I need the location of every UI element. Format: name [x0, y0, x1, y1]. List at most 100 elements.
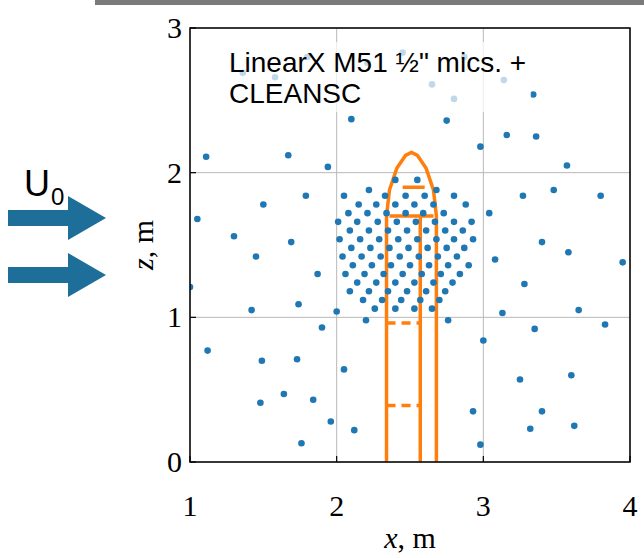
mic-point: [294, 356, 301, 363]
mic-point: [411, 305, 418, 312]
mic-point: [619, 259, 626, 266]
mic-point: [517, 376, 524, 383]
mic-point: [204, 347, 211, 354]
mic-point: [413, 219, 420, 226]
mic-point: [539, 408, 546, 415]
mic-point: [354, 219, 361, 226]
tick-label-y: 1: [167, 300, 182, 333]
mic-point: [442, 288, 449, 295]
mic-point: [333, 308, 340, 315]
mic-point: [480, 337, 487, 344]
mic-point: [310, 396, 317, 403]
mic-point: [319, 324, 326, 331]
mic-point: [288, 239, 295, 246]
mic-point: [597, 193, 604, 200]
tick-y: [190, 317, 196, 318]
mic-point: [259, 357, 266, 364]
mic-point: [281, 391, 288, 398]
mic-point: [379, 297, 386, 304]
mic-point: [420, 210, 427, 217]
mic-point: [550, 187, 557, 194]
mic-point: [361, 271, 368, 278]
mic-point: [248, 307, 255, 314]
tick-y: [190, 172, 196, 173]
annotation: LinearX M51 ½" mics. +CLEANSC: [222, 42, 531, 112]
mic-point: [348, 245, 355, 252]
mic-point: [461, 245, 468, 252]
mic-point: [363, 317, 370, 324]
tick-x: [189, 456, 190, 462]
mic-point: [433, 187, 440, 194]
mic-point: [432, 219, 439, 226]
mic-point: [404, 288, 411, 295]
mic-point: [298, 440, 305, 447]
mic-point: [385, 288, 392, 295]
mic-point: [411, 201, 418, 208]
mic-point: [533, 133, 540, 140]
ticks: 12340123: [167, 11, 638, 522]
flow-label-subscript: 0: [51, 183, 64, 210]
mic-point: [336, 236, 343, 243]
mic-point: [477, 143, 484, 150]
mic-point: [440, 210, 447, 217]
mic-point: [392, 177, 399, 184]
annotation-text: LinearX M51 ½" mics. +: [229, 47, 526, 78]
mic-point: [372, 305, 379, 312]
mic-point: [565, 249, 572, 256]
mic-point: [303, 193, 310, 200]
mic-point: [345, 210, 352, 217]
mic-point: [424, 245, 431, 252]
mic-point: [351, 427, 358, 434]
grid: [190, 28, 630, 462]
mic-point: [571, 423, 578, 430]
mic-point: [521, 281, 528, 288]
mic-point: [451, 236, 458, 243]
mic-point: [335, 219, 342, 226]
mic-point: [504, 132, 511, 139]
mic-point: [433, 236, 440, 243]
flow-indicator: U0: [8, 163, 106, 297]
mic-point: [486, 210, 493, 217]
mic-point: [354, 279, 361, 286]
mic-point: [451, 219, 458, 226]
mic-point: [386, 245, 393, 252]
tick-label-x: 2: [329, 489, 344, 522]
axis-title-unit: , m: [397, 521, 435, 554]
mic-point: [231, 233, 238, 240]
mic-point: [383, 210, 390, 217]
mic-point: [377, 253, 384, 260]
mic-point: [395, 236, 402, 243]
mic-point: [392, 201, 399, 208]
mic-point: [460, 227, 467, 234]
annotation-text: CLEANSC: [229, 78, 361, 109]
mic-point: [454, 253, 461, 260]
mic-point: [449, 279, 456, 286]
tick-y: [190, 461, 196, 462]
mic-point: [347, 227, 354, 234]
chart: 12340123x, mz, mLinearX M51 ½" mics. +CL…: [0, 0, 644, 558]
mic-point: [443, 245, 450, 252]
tick-label-y: 3: [167, 11, 182, 44]
plot-frame: [190, 28, 630, 462]
photo-strip: [95, 0, 644, 5]
mic-point: [418, 271, 425, 278]
mic-point: [392, 305, 399, 312]
mic-point: [568, 372, 575, 379]
tick-label-y: 2: [167, 156, 182, 189]
mic-point: [339, 253, 346, 260]
tick-y: [190, 27, 196, 28]
annotation-background: [222, 42, 531, 112]
tick-label-x: 3: [476, 489, 491, 522]
tick-x: [629, 456, 630, 462]
mic-point: [350, 262, 357, 269]
mic-point: [328, 418, 335, 425]
mic-point: [436, 297, 443, 304]
mic-point: [470, 236, 477, 243]
mic-point: [295, 301, 302, 308]
tick-x: [483, 456, 484, 462]
mic-point: [396, 253, 403, 260]
mic-point: [325, 164, 332, 171]
mic-point: [366, 288, 373, 295]
x-axis-title: x, m: [383, 521, 436, 554]
axis-title-symbol: x: [383, 521, 398, 554]
